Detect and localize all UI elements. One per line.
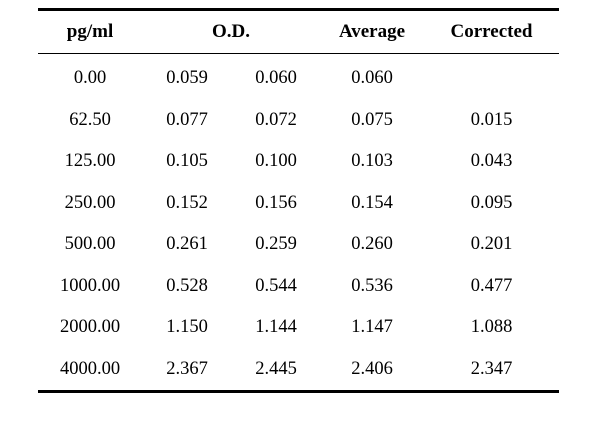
cell-od-1: 0.077	[166, 109, 208, 130]
cell-od-1: 0.528	[166, 275, 208, 296]
cell-od-1: 1.150	[166, 317, 208, 338]
header-average: Average	[320, 9, 424, 54]
cell-average: 0.154	[351, 192, 393, 213]
cell-pg-ml: 2000.00	[59, 317, 121, 338]
cell-od-2: 0.072	[255, 109, 297, 130]
cell-pg-ml: 500.00	[64, 234, 116, 255]
table-row: 4000.00 2.367 2.445 2.406 2.347	[38, 348, 559, 393]
cell-pg-ml: 62.50	[69, 109, 111, 130]
cell-corrected: 0.477	[470, 275, 513, 296]
cell-pg-ml: 125.00	[64, 151, 116, 172]
cell-average: 0.536	[351, 275, 393, 296]
cell-od-2: 2.445	[232, 348, 320, 393]
table-row: 2000.00 1.150 1.144 1.147 1.088	[38, 307, 559, 349]
cell-average: 1.147	[351, 317, 393, 338]
cell-average: 2.406	[320, 348, 424, 393]
table-body: 0.00 0.059 0.060 0.060 62.50 0.077 0.072…	[38, 54, 559, 393]
cell-od-2: 0.156	[255, 192, 297, 213]
table-row: 1000.00 0.528 0.544 0.536 0.477	[38, 266, 559, 308]
cell-pg-ml: 4000.00	[38, 348, 142, 393]
cell-pg-ml: 250.00	[64, 192, 116, 213]
table-header: pg/ml O.D. Average Corrected	[38, 9, 559, 54]
header-row: pg/ml O.D. Average Corrected	[38, 9, 559, 54]
cell-average: 0.060	[351, 68, 393, 89]
cell-corrected: 0.201	[470, 234, 513, 255]
cell-od-1: 0.152	[166, 192, 208, 213]
table-row: 62.50 0.077 0.072 0.075 0.015	[38, 100, 559, 142]
cell-corrected	[424, 54, 559, 100]
header-od: O.D.	[142, 9, 320, 54]
cell-od-2: 0.060	[255, 68, 297, 89]
cell-od-1: 0.105	[166, 151, 208, 172]
cell-corrected: 1.088	[470, 317, 513, 338]
table-row: 250.00 0.152 0.156 0.154 0.095	[38, 183, 559, 225]
cell-od-2: 1.144	[255, 317, 297, 338]
header-corrected: Corrected	[424, 9, 559, 54]
table-row: 125.00 0.105 0.100 0.103 0.043	[38, 141, 559, 183]
cell-average: 0.075	[351, 109, 393, 130]
table-row: 0.00 0.059 0.060 0.060	[38, 54, 559, 100]
cell-od-1: 0.261	[166, 234, 208, 255]
cell-corrected: 0.095	[470, 192, 513, 213]
cell-corrected: 0.015	[470, 109, 513, 130]
cell-corrected: 2.347	[424, 348, 559, 393]
header-pg-ml: pg/ml	[38, 9, 142, 54]
data-table-container: pg/ml O.D. Average Corrected 0.00 0.059 …	[38, 8, 559, 393]
standard-curve-table: pg/ml O.D. Average Corrected 0.00 0.059 …	[38, 8, 559, 393]
cell-od-1: 0.059	[166, 68, 208, 89]
cell-pg-ml: 1000.00	[59, 275, 121, 296]
cell-pg-ml: 0.00	[73, 68, 107, 89]
cell-average: 0.260	[351, 234, 393, 255]
cell-od-2: 0.100	[255, 151, 297, 172]
cell-od-2: 0.544	[255, 275, 297, 296]
cell-corrected: 0.043	[470, 151, 513, 172]
cell-od-2: 0.259	[255, 234, 297, 255]
cell-od-1: 2.367	[142, 348, 232, 393]
cell-average: 0.103	[351, 151, 393, 172]
table-row: 500.00 0.261 0.259 0.260 0.201	[38, 224, 559, 266]
